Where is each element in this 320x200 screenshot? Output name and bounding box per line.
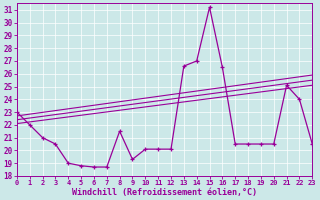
X-axis label: Windchill (Refroidissement éolien,°C): Windchill (Refroidissement éolien,°C) <box>72 188 257 197</box>
